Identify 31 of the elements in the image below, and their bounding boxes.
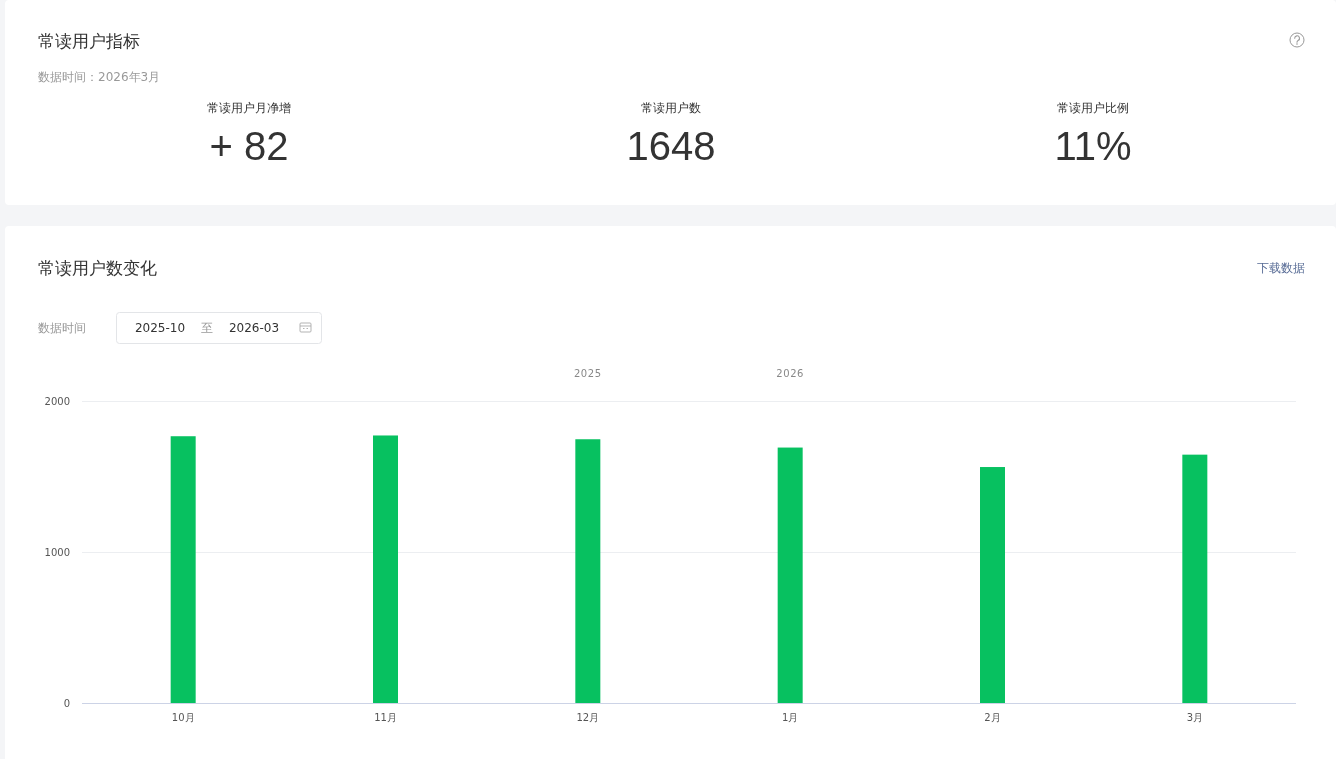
text: 2025-10: [134, 321, 186, 335]
text: 数据时间：2026年3月: [38, 70, 161, 84]
bar: [170, 436, 196, 704]
text: 11%: [1054, 124, 1132, 168]
category-label: 常读用户比例: [1057, 101, 1129, 115]
bar: [1182, 454, 1208, 704]
bar: [373, 435, 398, 704]
x-tick-label: 10月: [171, 711, 195, 723]
y-tick-label: 2000: [44, 396, 70, 407]
y-tick-label: 1000: [44, 547, 70, 558]
x-tick-label: 11月: [374, 711, 397, 723]
x-tick-label: 2月: [984, 711, 1001, 723]
text: 2026-03: [228, 321, 280, 335]
category-label: 常读用户月净增: [207, 101, 291, 115]
text: + 82: [209, 124, 289, 168]
x-tick-label: 3月: [1186, 711, 1204, 723]
text: 2026: [776, 367, 805, 379]
bar: [980, 467, 1005, 704]
text: 常读用户指标: [38, 31, 140, 51]
x-tick-label: 12月: [576, 711, 600, 723]
bar: [575, 439, 601, 704]
text: 数据时间: [38, 321, 86, 335]
y-tick-label: 0: [63, 698, 70, 709]
chart-title: 常读用户数变化: [38, 258, 157, 278]
x-tick-label: 1月: [781, 711, 799, 723]
category-label: 常读用户数: [641, 101, 701, 115]
text: 1648: [626, 124, 716, 168]
text: 2025: [573, 367, 602, 379]
text: 至: [201, 321, 213, 335]
bar: [777, 447, 803, 704]
text: 下载数据: [1257, 261, 1305, 275]
